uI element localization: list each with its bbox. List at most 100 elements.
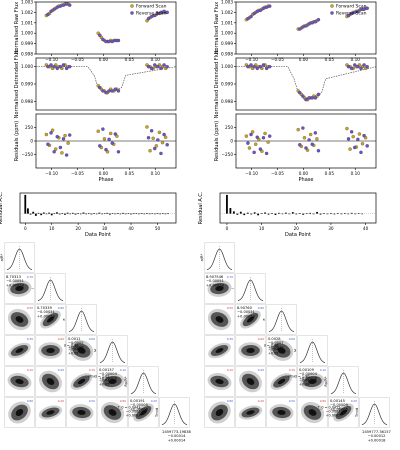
reverse-scan-point <box>165 64 169 69</box>
acf-bar <box>264 212 266 214</box>
param-value: 0.0011 <box>68 337 81 341</box>
x-tick-label: 20 <box>294 226 300 231</box>
x-tick-label: 30 <box>102 226 108 231</box>
reverse-scan-point <box>246 141 250 145</box>
forward-scan-point <box>148 149 152 153</box>
posterior-contour-core <box>308 378 317 385</box>
correlation-label: 0.50 <box>27 306 33 310</box>
acf-bar <box>323 213 325 214</box>
acf-bar <box>295 213 298 215</box>
axes-frame <box>35 1 177 55</box>
legend-reverse-label: Reverse Scan <box>336 11 367 17</box>
reverse-scan-point <box>110 89 114 93</box>
acf-bar <box>148 213 151 215</box>
acf-bar <box>159 213 162 215</box>
param-plus: +0.00018 <box>368 438 387 442</box>
legend-forward-label: Forward Scan <box>336 4 367 10</box>
x-tick-label: 0.10 <box>351 57 361 62</box>
reverse-scan-point <box>356 9 360 14</box>
y-axis-label: Normalised Detrended Flux <box>14 50 20 118</box>
reverse-scan-point <box>98 85 102 90</box>
reverse-scan-point <box>104 147 108 152</box>
correlation-label: 0.10 <box>27 368 33 372</box>
forward-scan-point <box>244 134 249 138</box>
reverse-scan-point <box>246 16 250 21</box>
reverse-scan-point <box>49 9 53 14</box>
reverse-scan-point <box>365 6 369 10</box>
right-raw-panel: Normalised Raw Flux 0.998 0.999 1.000 1.001 1… <box>214 0 377 62</box>
reverse-scan-point <box>249 132 253 137</box>
param-value: 2459777.36157 <box>362 430 391 434</box>
x-tick-label: 0.10 <box>151 57 161 62</box>
reverse-scan-point <box>64 66 69 71</box>
acf-bar <box>106 212 109 214</box>
corner-cell-frame <box>66 304 97 335</box>
acf-bar <box>71 212 74 214</box>
correlation-label: 0.80 <box>27 399 33 403</box>
param-name: i <box>231 288 235 289</box>
reverse-scan-point <box>110 141 114 145</box>
forward-scan-point <box>157 130 162 135</box>
reverse-scan-point <box>156 11 160 16</box>
param-value: 0.70339 <box>37 306 53 310</box>
reverse-scan-point <box>252 64 256 69</box>
correlation-label: 0.80 <box>227 399 233 403</box>
acf-bar <box>48 212 50 214</box>
reverse-scan-point <box>258 147 263 151</box>
reverse-scan-point <box>252 11 256 16</box>
y-tick-label: 1.000 <box>21 64 33 69</box>
param-minus: −0.0005 <box>68 341 84 345</box>
correlation-label: 0.80 <box>58 306 64 310</box>
acf-bar <box>90 213 93 215</box>
transit-model-line <box>36 66 177 92</box>
acf-bar <box>312 213 315 215</box>
acf-bar <box>124 213 127 215</box>
posterior-contour-core <box>246 378 255 385</box>
reverse-scan-point <box>313 131 318 135</box>
x-tick-label: 0 <box>24 226 27 231</box>
y-tick-label: 1.001 <box>221 20 233 25</box>
reverse-scan-point <box>356 64 360 69</box>
acf-bar <box>95 213 98 215</box>
left-raw-panel: Normalised Raw Flux 0.998 0.999 1.000 1.001 1… <box>14 0 177 62</box>
reverse-scan-point <box>346 137 351 141</box>
posterior-contour-core <box>108 409 117 416</box>
reverse-scan-point <box>49 131 53 135</box>
forward-scan-point <box>102 137 107 141</box>
acf-bar <box>239 211 242 214</box>
acf-bar <box>37 212 40 214</box>
reverse-scan-point <box>98 144 102 148</box>
reverse-scan-point <box>349 66 354 71</box>
legend-forward-marker <box>330 4 334 8</box>
forward-scan-point <box>254 142 258 146</box>
acf-bar <box>138 213 140 215</box>
reverse-scan-point <box>107 39 111 44</box>
reverse-scan-point <box>58 4 63 8</box>
posterior-contour-core <box>77 347 86 354</box>
reverse-scan-point <box>162 63 166 67</box>
legend-reverse-label: Reverse Scan <box>136 11 167 17</box>
acf-bar <box>281 213 284 215</box>
reverse-scan-point <box>307 138 311 142</box>
x-tick-label: −0.05 <box>271 57 284 62</box>
reverse-scan-point <box>346 64 351 69</box>
correlation-label: 0.40 <box>258 368 264 372</box>
reverse-scan-point <box>310 96 314 100</box>
param-plus: +0.00004 <box>99 376 118 380</box>
forward-scan-point <box>163 135 168 139</box>
param-value: 0.00191 <box>130 399 145 403</box>
reverse-scan-point <box>255 9 259 14</box>
x-tick-label: 0 <box>226 226 229 231</box>
y-tick-label: 1.003 <box>21 0 33 5</box>
forward-scan-point <box>357 132 362 136</box>
param-plus: +0.00054 <box>37 314 56 318</box>
param-minus: −0.00051 <box>237 310 255 314</box>
acf-bar <box>64 213 66 215</box>
axes-frame <box>235 1 377 55</box>
extra-param-value: Pmid = 2.02 <box>88 375 109 379</box>
x-tick-label: −0.10 <box>245 171 258 176</box>
corner-cell-frame <box>4 242 35 273</box>
corner-cell-frame <box>35 273 66 304</box>
extra-param-minus: −0.0003 <box>126 410 141 414</box>
y-tick-label: 0.998 <box>21 99 33 104</box>
